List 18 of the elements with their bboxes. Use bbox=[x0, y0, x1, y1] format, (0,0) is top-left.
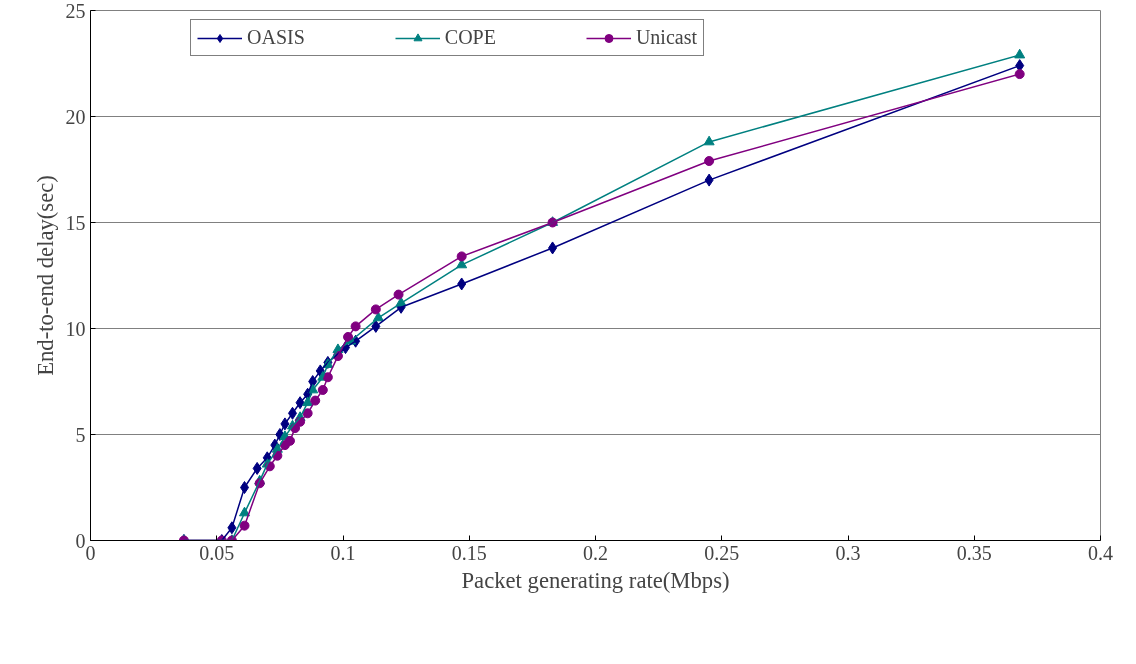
y-tick-label: 5 bbox=[75, 423, 86, 446]
legend-label: OASIS bbox=[247, 26, 305, 49]
x-tick-label: 0.25 bbox=[704, 541, 740, 564]
y-tick-label: 20 bbox=[65, 105, 86, 128]
y-axis-title: End-to-end delay(sec) bbox=[32, 175, 58, 376]
x-tick-label: 0.15 bbox=[451, 541, 487, 564]
x-tick-label: 0.05 bbox=[199, 541, 235, 564]
x-tick-label: 0.4 bbox=[1088, 541, 1113, 564]
x-tick-label: 0.1 bbox=[330, 541, 356, 564]
y-tick-label: 25 bbox=[65, 0, 86, 22]
y-tick-label: 15 bbox=[65, 211, 86, 234]
x-tick-label: 0.3 bbox=[835, 541, 861, 564]
x-tick-label: 0.2 bbox=[583, 541, 608, 564]
legend-label: COPE bbox=[444, 26, 496, 49]
legend-label: Unicast bbox=[635, 26, 698, 49]
x-tick-label: 0.35 bbox=[956, 541, 992, 564]
y-tick-label: 10 bbox=[65, 317, 86, 340]
x-axis-title: Packet generating rate(Mbps) bbox=[461, 567, 730, 593]
